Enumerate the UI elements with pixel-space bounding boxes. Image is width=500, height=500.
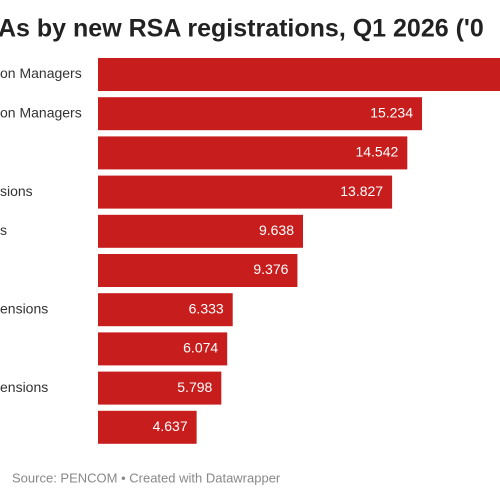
- category-label: ensions: [0, 300, 48, 316]
- chart-title: As by new RSA registrations, Q1 2026 ('0: [0, 15, 484, 43]
- bar: [98, 175, 393, 209]
- category-label: s: [0, 222, 7, 238]
- value-label: 9.638: [259, 222, 294, 238]
- bar: [98, 97, 423, 131]
- category-label: ensions: [0, 379, 48, 395]
- category-label: on Managers: [0, 65, 82, 81]
- source-note: Source: PENCOM • Created with Datawrappe…: [12, 470, 281, 485]
- value-label: 5.798: [177, 379, 212, 395]
- bar: [98, 293, 233, 327]
- bar: [98, 58, 500, 91]
- category-label: on Managers: [0, 104, 82, 120]
- value-label: 13.827: [340, 183, 383, 199]
- value-label: 6.333: [189, 300, 224, 316]
- bar: [98, 254, 298, 287]
- bar: [98, 214, 304, 248]
- value-label: 4.637: [153, 418, 188, 434]
- bar: [98, 332, 228, 366]
- value-label: 6.074: [183, 340, 218, 356]
- value-label: 9.376: [253, 261, 288, 277]
- value-label: 15.234: [370, 104, 413, 120]
- bar: [98, 371, 222, 405]
- value-label: 14.542: [355, 144, 398, 160]
- category-label: sions: [0, 183, 33, 199]
- bar: [98, 136, 408, 170]
- bar: [98, 410, 197, 444]
